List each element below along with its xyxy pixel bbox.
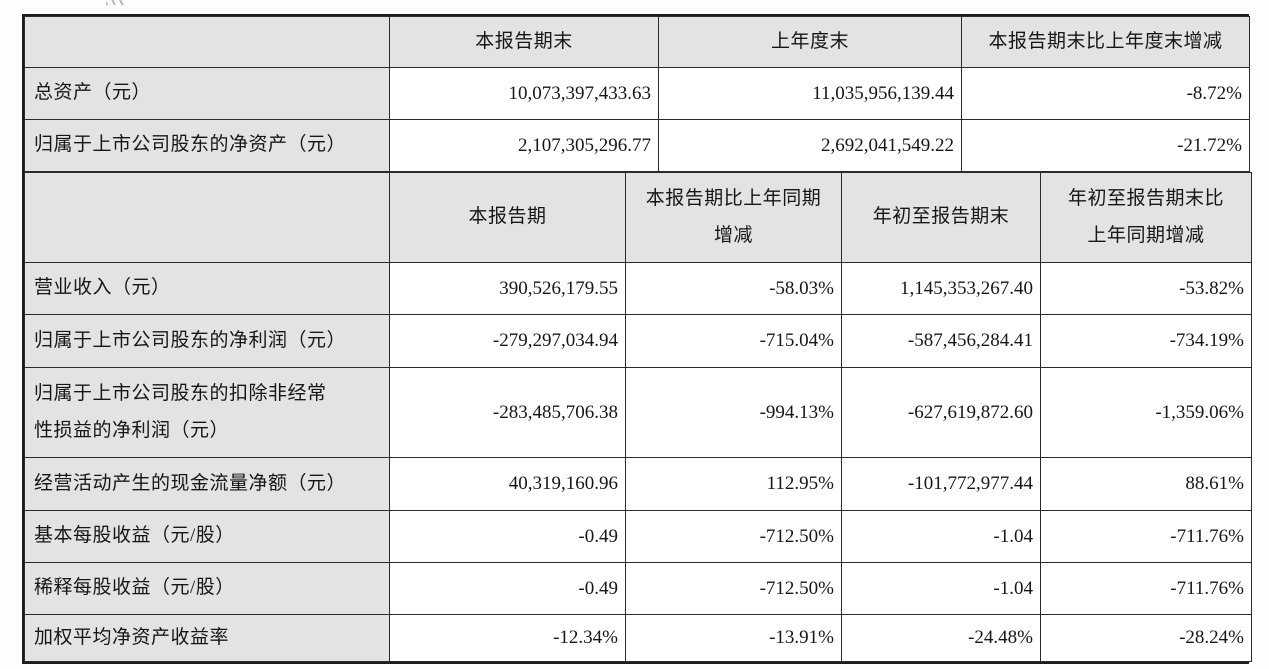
value-cell: -734.19% [1040,314,1252,368]
value-cell: -712.50% [625,562,842,615]
row-label: 稀释每股收益（元/股） [24,562,390,615]
value-cell: -12.34% [389,614,626,662]
period-end-table: 本报告期末 上年度末 本报告期末比上年度末增减 总资产（元） 10,073,397… [24,16,1250,172]
header-ytd-change-vs-same-period: 年初至报告期末比 上年同期增减 [1040,172,1252,263]
financial-summary-table: 本报告期末 上年度末 本报告期末比上年度末增减 总资产（元） 10,073,397… [22,14,1252,664]
value-cell: 40,319,160.96 [389,457,626,511]
table-row: 基本每股收益（元/股） -0.49 -712.50% -1.04 -711.76% [24,510,1252,563]
value-cell: 2,692,041,549.22 [658,119,962,172]
value-cell: 88.61% [1040,457,1252,511]
value-cell: -8.72% [961,67,1250,120]
row-label: 经营活动产生的现金流量净额（元） [24,457,390,511]
value-cell: -711.76% [1040,510,1252,563]
value-cell: 1,145,353,267.40 [841,262,1041,315]
row-label: 归属于上市公司股东的净资产（元） [24,119,390,172]
value-cell: -711.76% [1040,562,1252,615]
value-cell: -24.48% [841,614,1041,662]
header-year-to-date: 年初至报告期末 [841,172,1041,263]
value-cell: 112.95% [625,457,842,511]
period-flow-table: 本报告期 本报告期比上年同期 增减 年初至报告期末 年初至报告期末比 上年同期增… [24,172,1252,662]
value-cell: -994.13% [625,367,842,458]
value-cell: -0.49 [389,562,626,615]
table-header-row: 本报告期 本报告期比上年同期 增减 年初至报告期末 年初至报告期末比 上年同期增… [24,172,1252,263]
table-row: 归属于上市公司股东的净利润（元） -279,297,034.94 -715.04% -… [24,314,1252,368]
value-cell: -13.91% [625,614,842,662]
row-label: 营业收入（元） [24,262,390,315]
value-cell: -0.49 [389,510,626,563]
header-empty-cell [24,16,390,68]
row-label: 总资产（元） [24,67,390,120]
value-cell: -712.50% [625,510,842,563]
header-empty-cell [24,172,390,263]
value-cell: -53.82% [1040,262,1252,315]
row-label: 归属于上市公司股东的扣除非经常 性损益的净利润（元） [24,367,390,458]
bottom-table-body: 营业收入（元） 390,526,179.55 -58.03% 1,145,353,26… [24,262,1252,662]
top-table-body: 总资产（元） 10,073,397,433.63 11,035,956,139.44… [24,67,1250,172]
table-row: 归属于上市公司股东的扣除非经常 性损益的净利润（元） -283,485,706.3… [24,367,1252,458]
value-cell: -1.04 [841,510,1041,563]
value-cell: -627,619,872.60 [841,367,1041,458]
table-row: 归属于上市公司股东的净资产（元） 2,107,305,296.77 2,692,04… [24,119,1250,172]
value-cell: -101,772,977.44 [841,457,1041,511]
value-cell: -28.24% [1040,614,1252,662]
table-row: 稀释每股收益（元/股） -0.49 -712.50% -1.04 -711.76% [24,562,1252,615]
row-label: 加权平均净资产收益率 [24,614,390,662]
table-row: 加权平均净资产收益率 -12.34% -13.91% -24.48% -28.24% [24,614,1252,662]
cropped-text-artifact [106,0,124,5]
value-cell: 10,073,397,433.63 [389,67,659,120]
value-cell: -58.03% [625,262,842,315]
table-row: 营业收入（元） 390,526,179.55 -58.03% 1,145,353,26… [24,262,1252,315]
value-cell: -1,359.06% [1040,367,1252,458]
value-cell: -715.04% [625,314,842,368]
value-cell: -1.04 [841,562,1041,615]
header-change-vs-same-period: 本报告期比上年同期 增减 [625,172,842,263]
value-cell: -279,297,034.94 [389,314,626,368]
value-cell: -21.72% [961,119,1250,172]
table-row: 经营活动产生的现金流量净额（元） 40,319,160.96 112.95% -101… [24,457,1252,511]
value-cell: -283,485,706.38 [389,367,626,458]
row-label: 基本每股收益（元/股） [24,510,390,563]
table-row: 总资产（元） 10,073,397,433.63 11,035,956,139.44… [24,67,1250,120]
value-cell: 11,035,956,139.44 [658,67,962,120]
header-current-period-end: 本报告期末 [389,16,659,68]
value-cell: 390,526,179.55 [389,262,626,315]
row-label: 归属于上市公司股东的净利润（元） [24,314,390,368]
table-header-row: 本报告期末 上年度末 本报告期末比上年度末增减 [24,16,1250,68]
header-change-vs-prior-year-end: 本报告期末比上年度末增减 [961,16,1250,68]
header-prior-year-end: 上年度末 [658,16,962,68]
value-cell: -587,456,284.41 [841,314,1041,368]
header-current-period: 本报告期 [389,172,626,263]
value-cell: 2,107,305,296.77 [389,119,659,172]
